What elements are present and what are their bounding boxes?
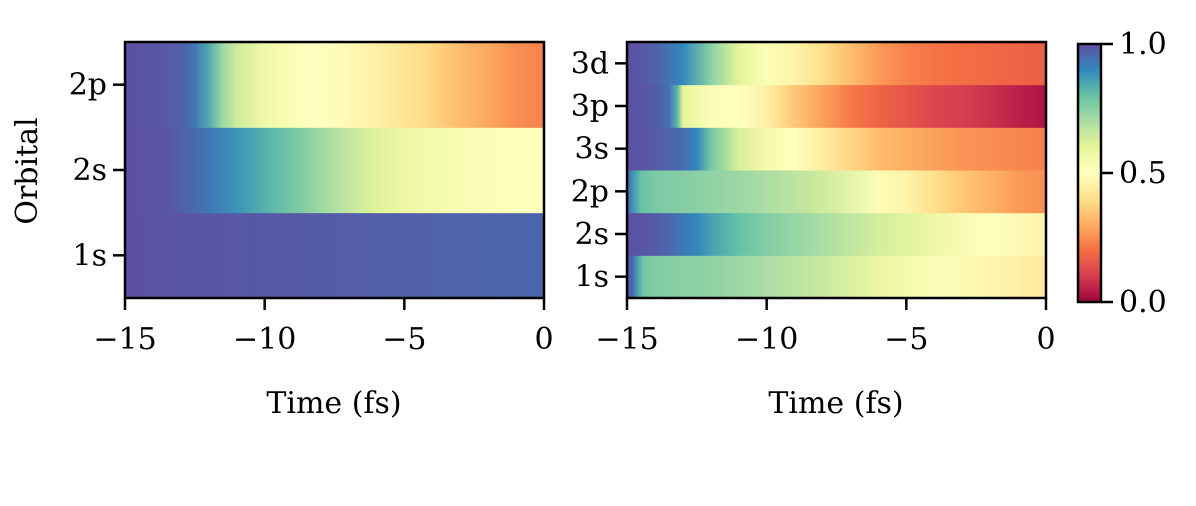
heatmap-right-y-tick-label: 3d	[571, 46, 609, 81]
heatmap-left-y-tick-label: 1s	[73, 238, 107, 273]
heatmap-right-x-tick-label: −10	[735, 322, 798, 357]
heatmap-right-rows	[627, 42, 1046, 299]
heatmap-right-x-axis-title: Time (fs)	[768, 386, 903, 421]
heatmap-panel-left: 1s 2s 2p −15 −10 −5 0 Time (fs) Orbital	[10, 40, 554, 421]
heatmap-left-y-axis-title: Orbital	[10, 117, 45, 224]
heatmap-right-y-tick-label: 2s	[575, 217, 609, 252]
heatmap-right-row-2p	[627, 170, 1046, 214]
heatmap-right-y-tick-label: 3p	[571, 89, 609, 124]
heatmap-right-x-tick-label: −15	[595, 322, 658, 357]
colorbar-tick-label: 1.0	[1119, 27, 1167, 62]
heatmap-right-y-tick-label: 2p	[571, 174, 609, 209]
colorbar-ticks: 0.0 0.5 1.0	[1101, 27, 1167, 320]
colorbar-gradient	[1078, 44, 1101, 302]
heatmap-panel-right: 1s 2s 2p 3s 3p 3d −15 −10 −5 0 Time (fs)	[571, 40, 1056, 421]
heatmap-right-x-tick-label: −5	[884, 322, 928, 357]
heatmap-right-x-ticks: −15 −10 −5 0	[595, 298, 1056, 357]
heatmap-right-row-2s	[627, 212, 1046, 256]
colorbar-tick-label: 0.0	[1119, 285, 1167, 320]
heatmap-right-frame	[625, 40, 1048, 300]
heatmap-left-x-tick-label: 0	[534, 322, 553, 357]
heatmap-left-rows	[125, 42, 544, 299]
colorbar-tick-label: 0.5	[1119, 156, 1167, 191]
heatmap-right-y-tick-label: 3s	[575, 132, 609, 167]
heatmap-left-y-tick-label: 2p	[69, 68, 107, 103]
heatmap-right-row-3s	[627, 127, 1046, 171]
heatmap-left-x-tick-label: −10	[233, 322, 296, 357]
heatmap-left-x-tick-label: −5	[382, 322, 426, 357]
heatmap-left-y-tick-label: 2s	[73, 153, 107, 188]
heatmap-right-x-tick-label: 0	[1036, 322, 1055, 357]
heatmap-right-row-1s	[627, 255, 1046, 299]
heatmap-left-y-ticks: 1s 2s 2p	[69, 68, 125, 273]
colorbar: 0.0 0.5 1.0	[1076, 27, 1167, 320]
heatmap-left-row-1s	[125, 212, 544, 299]
heatmap-left-row-2s	[125, 127, 544, 214]
heatmap-left-x-axis-title: Time (fs)	[266, 386, 401, 421]
heatmap-right-y-ticks: 1s 2s 2p 3s 3p 3d	[571, 46, 627, 295]
heatmap-left-x-tick-label: −15	[93, 322, 156, 357]
heatmap-right-row-3p	[627, 84, 1046, 128]
heatmap-left-row-2p	[125, 42, 544, 128]
heatmap-left-x-ticks: −15 −10 −5 0	[93, 298, 554, 357]
heatmap-right-row-3d	[627, 42, 1046, 86]
heatmap-right-y-tick-label: 1s	[575, 260, 609, 295]
